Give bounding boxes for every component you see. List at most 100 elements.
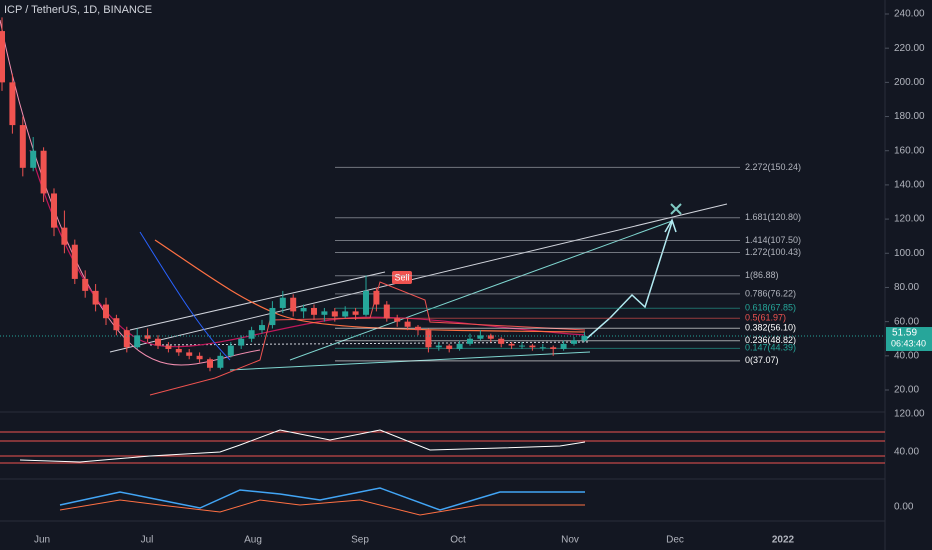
y-tick-label: 80.00 [894, 282, 919, 293]
candle-body [404, 321, 411, 327]
candle-body [560, 343, 567, 349]
candle-body [477, 335, 484, 339]
oscillator-line [59, 487, 585, 511]
y-tick-label: 200.00 [894, 77, 925, 88]
candle-body [373, 290, 380, 305]
candle-body [508, 343, 515, 346]
candle-body [550, 347, 557, 349]
candle-body [415, 326, 421, 331]
projection-arrow [664, 218, 677, 233]
y-tick-label: 60.00 [894, 316, 919, 327]
x-tick-label: Nov [561, 535, 579, 546]
candle-body [248, 330, 255, 339]
trendline [109, 203, 728, 353]
candle-body [300, 307, 307, 312]
candle-body [61, 227, 68, 245]
candle-body [134, 335, 141, 348]
x-tick-label: 2022 [772, 535, 795, 546]
candle-body [394, 318, 401, 322]
fib-label: 0.618(67.85) [745, 303, 796, 313]
candle-body [30, 150, 37, 168]
x-tick-label: Oct [450, 535, 466, 546]
candle-body [71, 244, 78, 279]
candle-body [363, 290, 369, 315]
candle-body [186, 352, 193, 356]
candle-body [269, 307, 276, 326]
trendline [129, 271, 386, 331]
candle-body [217, 355, 224, 368]
y-tick-label: 220.00 [894, 43, 925, 54]
target-line [289, 220, 673, 361]
candle-body [196, 355, 203, 360]
candle-body [92, 290, 99, 305]
fib-label: 0.786(76.22) [745, 288, 796, 298]
fib-label: 0(37.07) [745, 355, 779, 365]
candle-body [155, 338, 161, 346]
target-marker [670, 203, 682, 215]
candle-body [435, 345, 442, 348]
pane-tick-label: 40.00 [894, 447, 919, 458]
candle-body [321, 311, 328, 315]
candle-body [529, 345, 536, 348]
oscillator-line [59, 499, 585, 516]
candle-body [51, 193, 57, 228]
candle-body [175, 348, 182, 353]
candle-body [311, 307, 317, 315]
moving-average [154, 239, 586, 333]
candle-body [539, 347, 546, 349]
candle-body [165, 345, 172, 349]
y-tick-label: 40.00 [894, 350, 919, 361]
moving-average [0, 19, 261, 366]
oscillator-line [19, 429, 586, 463]
fib-label: 0.382(56.10) [745, 323, 796, 333]
candle-body [144, 335, 151, 339]
countdown: 06:43:40 [891, 338, 926, 348]
y-tick-label: 140.00 [894, 180, 925, 191]
fib-label: 1(86.88) [745, 270, 779, 280]
candle-body [19, 125, 26, 168]
fib-label: 0.147(44.39) [745, 343, 796, 353]
x-tick-label: Sep [351, 535, 369, 546]
candle-body [467, 338, 473, 344]
trendline [149, 341, 591, 346]
y-tick-label: 100.00 [894, 248, 925, 259]
candle-body [487, 335, 494, 339]
candle-body [519, 345, 525, 347]
x-tick-label: Jun [34, 535, 50, 546]
x-tick-label: Jul [141, 535, 154, 546]
candle-body [331, 311, 338, 317]
candle-body [352, 311, 359, 315]
candle-body [279, 297, 286, 308]
signal-badge [392, 271, 412, 284]
candle-body [456, 343, 463, 349]
x-tick-label: Aug [244, 535, 262, 546]
candle-body [227, 345, 234, 356]
candle-body [290, 297, 297, 312]
fib-label: 0.236(48.82) [745, 335, 796, 345]
candle-body [207, 359, 213, 368]
pane-tick-label: 120.00 [894, 409, 925, 420]
price-label: 51.59 [892, 328, 917, 339]
candle-body [425, 330, 432, 348]
candle-body [383, 304, 390, 319]
candle-body [259, 325, 265, 331]
candle-body [103, 304, 109, 319]
fib-label: 1.414(107.50) [745, 235, 801, 245]
candle-body [113, 318, 120, 331]
candle-body [581, 336, 588, 341]
projection-path [584, 221, 673, 341]
candle-body [498, 338, 505, 344]
chart-title: ICP / TetherUS, 1D, BINANCE [4, 4, 152, 16]
candle-body [40, 150, 47, 194]
candle-body [123, 330, 130, 348]
signal-label: Sell [394, 272, 409, 282]
fib-label: 2.272(150.24) [745, 162, 801, 172]
x-tick-label: Dec [666, 535, 684, 546]
y-tick-label: 120.00 [894, 214, 925, 225]
y-tick-label: 240.00 [894, 9, 925, 20]
fib-label: 0.5(61.97) [745, 313, 786, 323]
pane-tick-label: 0.00 [894, 502, 914, 513]
candle-body [0, 31, 5, 83]
